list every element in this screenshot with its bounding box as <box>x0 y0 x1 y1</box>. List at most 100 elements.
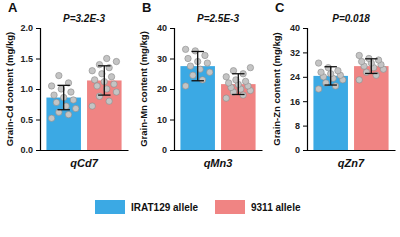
legend: IRAT129 allele9311 allele <box>95 200 301 214</box>
y-axis-title: Grain-Cd content (mg/kg) <box>4 32 15 147</box>
x-tick-label: qCd7 <box>70 157 98 169</box>
annotation: P=3.2E-3 <box>63 13 105 24</box>
panel-label: C <box>275 0 285 15</box>
y-tick: 10 <box>157 115 174 125</box>
error-bar-cap <box>232 94 244 95</box>
error-bar-stem <box>330 67 331 85</box>
data-point <box>89 103 95 109</box>
data-point <box>182 83 188 89</box>
data-point <box>356 52 362 58</box>
panel: 010203040qMn3BP=2.5E-3Grain-Mn content (… <box>138 0 263 169</box>
x-axis: qCd7 <box>41 151 129 170</box>
data-point <box>113 89 119 95</box>
x-axis-line <box>41 150 129 151</box>
bar <box>221 84 256 150</box>
data-point <box>356 77 362 83</box>
data-point <box>247 64 253 70</box>
data-point <box>230 68 236 74</box>
data-point <box>111 81 117 87</box>
y-tick-label: 32 <box>290 48 300 58</box>
data-point <box>106 98 112 104</box>
data-point <box>48 83 54 89</box>
panel: 0816243240qZn7CP=0.018Grain-Zn content (… <box>271 0 396 169</box>
error-bar <box>98 66 110 95</box>
bar <box>313 76 348 150</box>
y-tick-label: 8 <box>295 121 300 131</box>
y-tick-label: 40 <box>290 23 300 33</box>
data-point <box>202 52 208 58</box>
y-tick-mark <box>170 150 174 151</box>
marks <box>46 55 121 150</box>
data-point <box>187 63 193 69</box>
error-bar <box>365 59 377 74</box>
data-point <box>199 77 205 83</box>
data-point <box>108 74 114 80</box>
y-tick-label: 1.0 <box>20 84 33 94</box>
y-tick: 8 <box>295 121 307 131</box>
y-tick: 1.0 <box>20 84 40 94</box>
data-point <box>53 99 59 105</box>
marks <box>313 52 388 150</box>
y-tick: 40 <box>290 23 307 33</box>
error-bar-cap <box>324 66 336 67</box>
error-bar-cap <box>324 84 336 85</box>
x-axis-line <box>175 150 263 151</box>
error-bar <box>57 85 69 109</box>
y-tick: 0 <box>162 145 174 155</box>
y-tick-mark <box>303 77 307 78</box>
y-tick-label: 0.5 <box>20 115 33 125</box>
bar <box>354 66 389 150</box>
y-tick: 24 <box>290 72 307 82</box>
data-point <box>56 72 62 78</box>
y-tick-mark <box>36 59 40 60</box>
x-axis: qMn3 <box>175 151 263 170</box>
error-bar-stem <box>63 85 64 109</box>
y-tick: 32 <box>290 48 307 58</box>
legend-label: 9311 allele <box>251 202 301 213</box>
y-axis: 0816243240 <box>290 23 308 155</box>
data-point <box>96 61 102 67</box>
error-bar-cap <box>191 51 203 52</box>
y-tick-label: 0 <box>162 145 167 155</box>
y-axis-title: Grain-Zn content (mg/kg) <box>271 32 282 145</box>
y-tick-label: 10 <box>157 115 167 125</box>
error-bar-stem <box>104 66 105 95</box>
y-axis-title: Grain-Mn content (mg/kg) <box>138 31 149 147</box>
y-tick: 16 <box>290 97 307 107</box>
x-tick: qZn7 <box>338 157 365 169</box>
y-axis: 0.00.51.01.52.0 <box>20 23 40 155</box>
error-bar-stem <box>371 59 372 74</box>
data-point <box>204 60 210 66</box>
data-point <box>65 111 71 117</box>
data-point <box>91 77 97 83</box>
y-tick: 0.5 <box>20 115 40 125</box>
y-tick-mark <box>170 28 174 29</box>
annotation: P=2.5E-3 <box>197 13 239 24</box>
y-tick-label: 20 <box>157 84 167 94</box>
y-tick: 1.5 <box>20 54 40 64</box>
y-tick-label: 2.0 <box>20 23 33 33</box>
error-bar <box>191 51 203 80</box>
y-axis-line <box>170 29 175 151</box>
y-tick: 40 <box>157 23 174 33</box>
x-axis: qZn7 <box>308 151 396 170</box>
data-point <box>315 86 321 92</box>
y-tick-mark <box>303 126 307 127</box>
data-point <box>48 115 54 121</box>
panel-label: B <box>142 0 151 15</box>
x-tick: qCd7 <box>70 157 98 169</box>
data-point <box>358 58 364 64</box>
legend-swatch <box>95 200 125 214</box>
y-tick-label: 16 <box>290 97 300 107</box>
y-axis-line <box>36 29 41 151</box>
figure: 0.00.51.01.52.0qCd7AP=3.2E-3Grain-Cd con… <box>0 0 400 237</box>
y-tick: 2.0 <box>20 23 40 33</box>
error-bar-cap <box>191 80 203 81</box>
data-point <box>332 83 338 89</box>
panel-label: A <box>8 0 18 15</box>
data-point <box>315 60 321 66</box>
y-axis: 010203040 <box>157 23 175 155</box>
y-tick-label: 1.5 <box>20 54 33 64</box>
y-tick: 20 <box>157 84 174 94</box>
y-tick-mark <box>36 150 40 151</box>
